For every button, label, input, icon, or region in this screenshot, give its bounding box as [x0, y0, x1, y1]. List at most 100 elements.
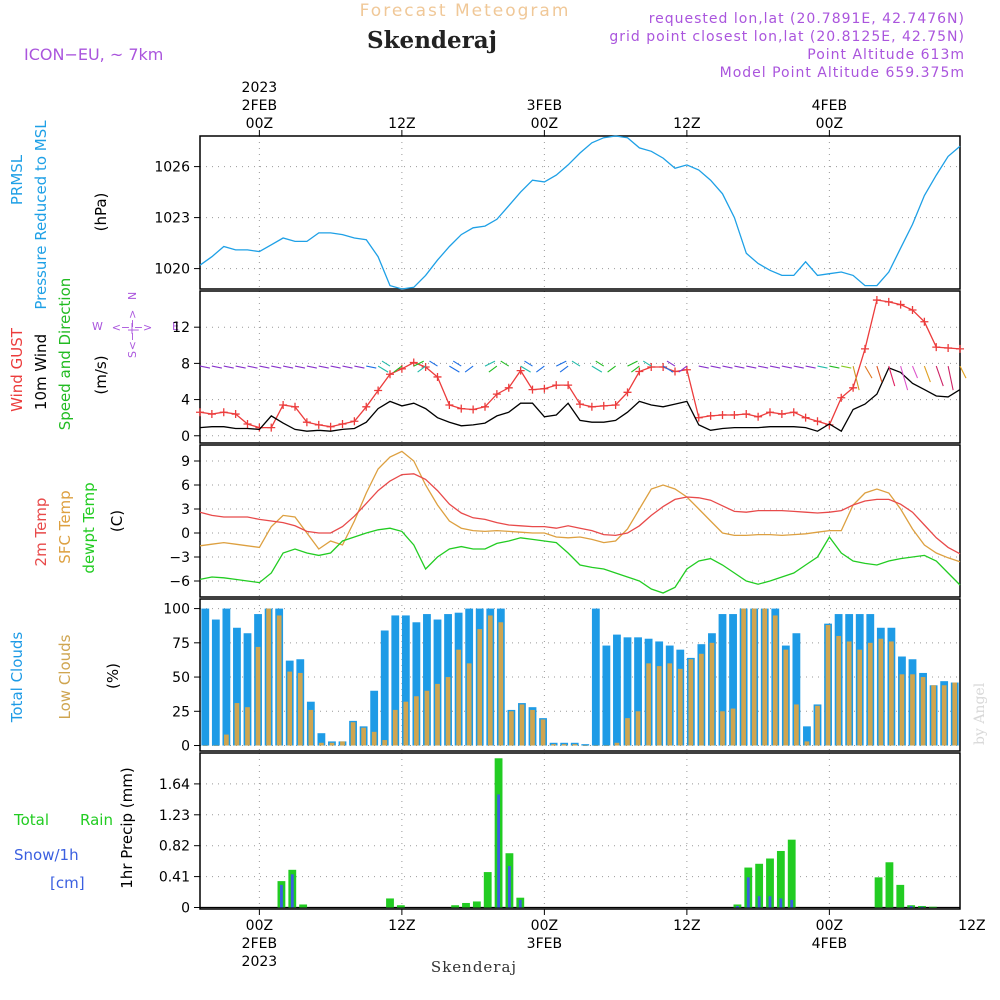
gust-point	[469, 405, 478, 414]
time-label-bottom: 00Z	[531, 918, 558, 934]
low-cloud-bar	[804, 741, 810, 746]
total-cloud-bar	[391, 615, 400, 746]
y-tick-label: 75	[172, 636, 190, 652]
date-label-top: 4FEB	[812, 98, 847, 114]
wind-direction-arrow	[199, 365, 211, 369]
rain-bar	[451, 905, 460, 908]
low-cloud-bar	[952, 682, 958, 746]
y-tick-label: 0.82	[159, 839, 190, 855]
low-cloud-bar	[762, 608, 768, 746]
wind-direction-arrow	[888, 365, 896, 387]
time-label-bottom: 12Z	[958, 918, 985, 934]
unit-temp: (C)	[108, 510, 126, 532]
wind-direction-arrow	[223, 365, 234, 369]
wind-direction-arrow	[829, 365, 840, 369]
wind-direction-arrow	[393, 365, 403, 373]
total-cloud-bar	[591, 608, 600, 746]
wind-direction-arrow	[959, 365, 967, 379]
wind-direction-arrow	[746, 365, 757, 369]
date-label-bottom: 2FEB	[242, 936, 277, 952]
dewpoint-line	[199, 527, 961, 594]
rain-bar	[928, 906, 937, 908]
gust-point	[825, 420, 834, 429]
snow-bar	[508, 866, 511, 908]
wind-direction-arrow	[306, 365, 317, 369]
low-cloud-bar	[551, 744, 556, 746]
gust-point	[457, 404, 466, 413]
gust-point	[362, 402, 371, 411]
y-tick-label: −6	[169, 574, 190, 590]
wind-direction-arrow	[556, 360, 567, 367]
low-cloud-bar	[319, 742, 324, 746]
wind-direction-arrow	[627, 360, 638, 367]
gust-point	[754, 412, 763, 421]
gust-point	[528, 385, 537, 394]
gust-point	[801, 413, 810, 422]
gust-point	[255, 423, 264, 432]
wind-direction-arrow	[817, 365, 828, 369]
temp-2m-line	[199, 473, 961, 555]
date-label-top: 2FEB	[242, 98, 277, 114]
label-snow-cm: [cm]	[50, 874, 85, 892]
gust-point	[932, 343, 941, 352]
y-tick-label: 0	[181, 900, 190, 916]
low-cloud-bar	[730, 708, 736, 746]
low-cloud-bar	[614, 742, 620, 746]
y-tick-label: 6	[181, 478, 190, 494]
low-cloud-bar	[287, 671, 293, 746]
rain-bar	[733, 904, 742, 908]
low-cloud-bar	[741, 608, 746, 746]
gust-point	[386, 370, 394, 379]
gust-point	[872, 296, 881, 305]
low-cloud-bar	[656, 666, 662, 746]
rain-bar	[472, 901, 481, 908]
wind-direction-arrow	[318, 365, 329, 369]
sfc-temp-line	[199, 450, 961, 563]
gust-point	[433, 372, 442, 381]
wind-direction-arrow	[449, 365, 460, 373]
rain-bar	[483, 872, 492, 908]
low-cloud-bar	[361, 727, 366, 746]
snow-bar	[920, 906, 924, 908]
label-pressure: Pressure Reduced to MSL	[32, 120, 50, 310]
label-total-clouds: Total Clouds	[8, 632, 26, 724]
wind-direction-arrow	[710, 365, 721, 369]
label-wind-gust: Wind GUST	[8, 327, 26, 412]
low-cloud-bar	[709, 642, 715, 746]
total-cloud-bar	[317, 733, 326, 746]
wind-direction-arrow	[330, 365, 341, 369]
low-cloud-bar	[445, 677, 451, 746]
low-cloud-bar	[677, 668, 683, 746]
low-cloud-bar	[825, 625, 831, 746]
time-label-bottom: 12Z	[673, 918, 700, 934]
wind-direction-arrow	[662, 365, 674, 373]
wind-direction-arrow	[283, 365, 294, 369]
snow-bar	[290, 874, 294, 908]
total-cloud-bar	[201, 608, 210, 746]
low-cloud-bar	[308, 709, 314, 746]
snow-bar	[909, 905, 913, 908]
low-cloud-bar	[751, 608, 757, 746]
y-tick-label: 100	[163, 602, 190, 618]
low-cloud-bar	[498, 622, 504, 746]
pressure-line	[199, 135, 961, 290]
location-title: Skenderaj	[367, 27, 497, 54]
low-cloud-bar	[720, 711, 725, 746]
low-cloud-bar	[456, 649, 461, 746]
panel-frame-temp	[199, 444, 961, 598]
wind-direction-arrow	[559, 365, 569, 373]
gust-point	[766, 408, 774, 417]
gust-point	[587, 402, 596, 411]
time-label-bottom: 12Z	[388, 918, 415, 934]
time-label-bottom: 00Z	[246, 918, 273, 934]
wind-direction-arrow	[366, 365, 377, 369]
wind-direction-arrow	[381, 360, 391, 367]
total-cloud-bar	[602, 645, 611, 746]
low-cloud-bar	[202, 745, 208, 747]
panel-frame-precip	[199, 752, 961, 910]
low-cloud-bar	[646, 663, 651, 746]
gust-point	[243, 420, 252, 428]
gust-point	[908, 306, 917, 314]
wind-direction-arrow	[417, 365, 426, 373]
label-dewpt-temp: dewpt Temp	[80, 482, 98, 573]
